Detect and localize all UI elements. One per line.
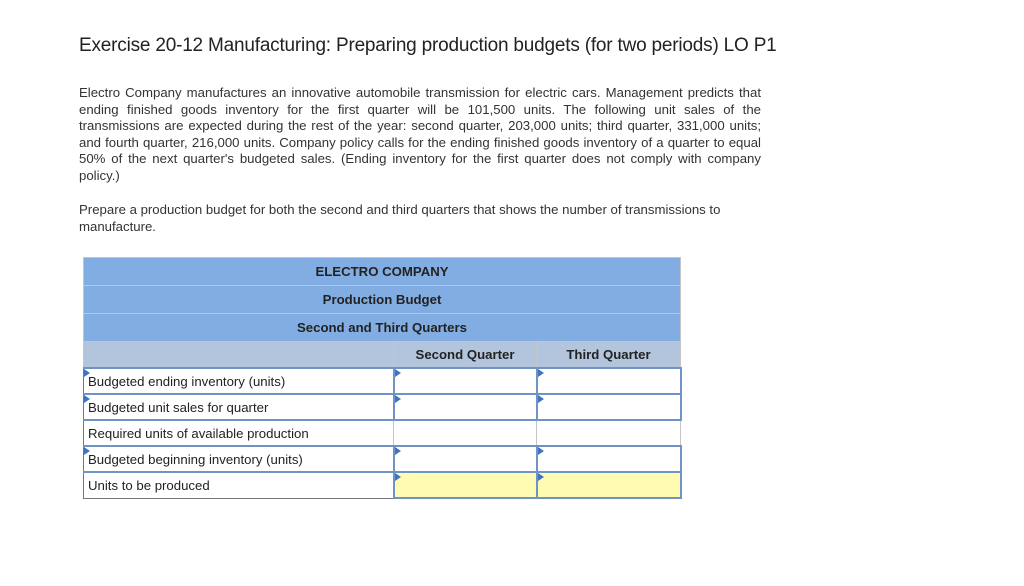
row-label-required-units: Required units of available production — [83, 419, 394, 447]
column-header-third-quarter: Third Quarter — [536, 341, 681, 369]
input-units-to-produce-third-quarter[interactable] — [535, 471, 682, 499]
row-label-units-to-produce: Units to be produced — [83, 471, 394, 499]
problem-description: Electro Company manufactures an innovati… — [79, 85, 761, 183]
input-unit-sales-second-quarter[interactable] — [392, 393, 538, 421]
company-header-row: ELECTRO COMPANY — [83, 257, 681, 286]
row-label-text: Units to be produced — [88, 477, 210, 493]
budget-name-row: Production Budget — [83, 285, 681, 314]
row-label-text: Budgeted beginning inventory (units) — [88, 451, 303, 467]
input-marker-icon — [537, 473, 544, 481]
row-label-unit-sales[interactable]: Budgeted unit sales for quarter — [83, 393, 394, 421]
input-marker-icon — [394, 473, 401, 481]
blank-column-header — [83, 341, 394, 369]
row-label-ending-inventory[interactable]: Budgeted ending inventory (units) — [83, 367, 394, 395]
input-beginning-inventory-third-quarter[interactable] — [535, 445, 682, 473]
row-label-text: Budgeted unit sales for quarter — [88, 399, 269, 415]
input-marker-icon — [537, 395, 544, 403]
computed-required-units-third-quarter — [536, 419, 681, 447]
input-marker-icon — [394, 395, 401, 403]
row-label-beginning-inventory[interactable]: Budgeted beginning inventory (units) — [83, 445, 394, 473]
budget-name: Production Budget — [83, 285, 681, 314]
budget-period: Second and Third Quarters — [83, 313, 681, 342]
computed-required-units-second-quarter — [393, 419, 537, 447]
input-ending-inventory-third-quarter[interactable] — [535, 367, 682, 395]
input-marker-icon — [394, 447, 401, 455]
problem-instruction: Prepare a production budget for both the… — [79, 202, 721, 234]
column-header-row: Second Quarter Third Quarter — [83, 341, 681, 369]
label-dropdown-marker-icon — [84, 395, 90, 403]
production-budget-table: ELECTRO COMPANY Production Budget Second… — [83, 257, 682, 499]
budget-period-row: Second and Third Quarters — [83, 313, 681, 342]
table-row: Budgeted unit sales for quarter — [83, 393, 682, 421]
input-beginning-inventory-second-quarter[interactable] — [392, 445, 538, 473]
table-row: Units to be produced — [83, 471, 682, 499]
input-marker-icon — [537, 447, 544, 455]
table-row: Budgeted beginning inventory (units) — [83, 445, 682, 473]
column-header-second-quarter: Second Quarter — [393, 341, 537, 369]
table-row: Budgeted ending inventory (units) — [83, 367, 682, 395]
row-label-text: Required units of available production — [88, 425, 309, 441]
input-ending-inventory-second-quarter[interactable] — [392, 367, 538, 395]
input-marker-icon — [394, 369, 401, 377]
input-units-to-produce-second-quarter[interactable] — [392, 471, 538, 499]
exercise-title: Exercise 20-12 Manufacturing: Preparing … — [79, 35, 777, 56]
label-dropdown-marker-icon — [84, 369, 90, 377]
label-dropdown-marker-icon — [84, 447, 90, 455]
input-marker-icon — [537, 369, 544, 377]
table-row: Required units of available production — [83, 419, 681, 447]
company-name: ELECTRO COMPANY — [83, 257, 681, 286]
row-label-text: Budgeted ending inventory (units) — [88, 373, 286, 389]
input-unit-sales-third-quarter[interactable] — [535, 393, 682, 421]
